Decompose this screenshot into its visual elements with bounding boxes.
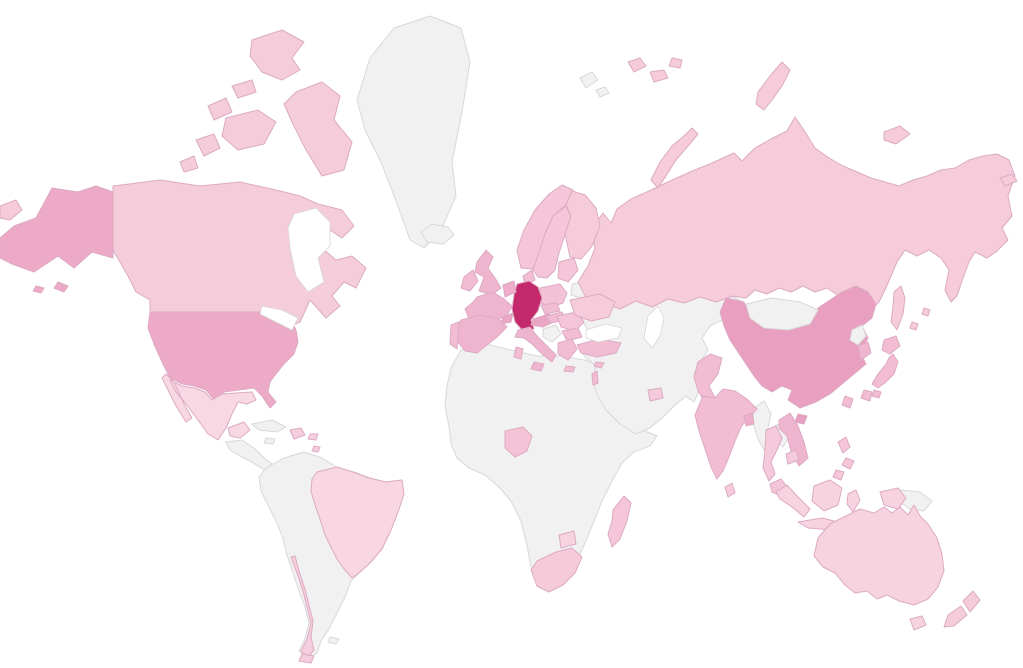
country-ukraine[interactable] [569, 293, 616, 322]
island-sulawesi[interactable] [846, 489, 861, 513]
region-west-balkans[interactable] [542, 324, 562, 343]
country-russia[interactable] [577, 116, 1016, 311]
region-cuba[interactable] [251, 419, 287, 433]
island-novaya-zemlya[interactable] [650, 127, 699, 189]
islands-new-siberian[interactable] [883, 125, 911, 145]
island-wrangel[interactable] [999, 173, 1018, 187]
country-india[interactable] [694, 388, 758, 480]
island-sumatra[interactable] [775, 484, 811, 518]
islands-aleutian[interactable] [32, 281, 69, 294]
country-australia[interactable] [813, 504, 945, 606]
island-borneo[interactable] [811, 479, 843, 512]
island-hainan[interactable] [794, 413, 808, 425]
region-west-new-guinea[interactable] [879, 487, 907, 510]
region-czechia-slovakia[interactable] [540, 302, 561, 315]
country-chile[interactable] [290, 555, 315, 658]
country-usa[interactable] [147, 311, 299, 409]
country-thailand[interactable] [762, 425, 783, 482]
islands-franz-josef[interactable] [627, 57, 683, 83]
region-uae-qatar[interactable] [647, 387, 664, 402]
region-iceland[interactable] [420, 223, 455, 245]
country-philippines[interactable] [832, 436, 855, 481]
country-switzerland[interactable] [500, 312, 514, 325]
region-central-america[interactable] [225, 439, 273, 471]
island-taiwan[interactable] [841, 395, 854, 409]
country-uk[interactable] [474, 249, 502, 296]
country-mongolia[interactable] [745, 297, 819, 331]
country-new-zealand[interactable] [943, 590, 981, 628]
island-cyprus[interactable] [593, 361, 605, 369]
country-cambodia[interactable] [785, 449, 800, 465]
region-svalbard-2[interactable] [595, 86, 610, 98]
country-mexico[interactable] [161, 373, 257, 441]
country-canada[interactable] [112, 179, 367, 329]
island-tasmania[interactable] [909, 615, 927, 631]
island-sakhalin[interactable] [890, 285, 906, 331]
country-bangladesh[interactable] [743, 412, 755, 427]
water-hudson-bay [287, 207, 331, 293]
islands-severnaya-zemlya[interactable] [755, 61, 791, 111]
country-portugal[interactable] [449, 321, 460, 350]
region-jamaica[interactable] [263, 437, 276, 445]
country-nigeria[interactable] [504, 426, 533, 458]
country-finland[interactable] [564, 190, 601, 260]
country-madagascar[interactable] [607, 495, 632, 548]
country-zimbabwe[interactable] [558, 530, 577, 549]
water-caspian-sea [643, 305, 665, 349]
country-bulgaria[interactable] [561, 327, 583, 342]
islands-lesser-antilles[interactable] [311, 445, 321, 453]
country-italy[interactable] [514, 326, 557, 372]
country-vietnam[interactable] [778, 412, 809, 467]
country-sri-lanka[interactable] [724, 482, 736, 498]
country-pakistan[interactable] [693, 353, 723, 406]
country-israel[interactable] [591, 370, 599, 386]
region-svalbard[interactable] [579, 71, 599, 89]
region-greenland[interactable] [356, 15, 471, 249]
region-falklands[interactable] [327, 636, 340, 645]
country-japan[interactable] [860, 335, 901, 402]
region-chukotka-west-sliver[interactable] [0, 199, 23, 221]
region-romania-serbia[interactable] [556, 311, 585, 332]
region-tierra-del-fuego[interactable] [298, 653, 315, 664]
islands-kuril[interactable] [909, 307, 931, 331]
region-alaska[interactable] [0, 185, 114, 273]
country-ireland[interactable] [460, 269, 479, 292]
island-hispaniola[interactable] [289, 427, 306, 440]
water-great-lakes [259, 305, 299, 331]
country-south-africa[interactable] [530, 547, 583, 593]
country-greece[interactable] [557, 338, 578, 373]
country-south-korea[interactable] [857, 341, 872, 361]
country-north-korea[interactable] [849, 324, 867, 346]
world-map [0, 15, 1018, 664]
islands-canada-arctic[interactable] [179, 29, 353, 177]
region-benelux[interactable] [502, 280, 517, 298]
region-baltic-states[interactable] [557, 257, 579, 283]
island-puerto-rico[interactable] [307, 433, 319, 441]
country-poland[interactable] [539, 283, 568, 308]
island-sardinia[interactable] [513, 346, 524, 360]
country-brazil[interactable] [310, 466, 405, 579]
water-black-sea [585, 323, 623, 343]
